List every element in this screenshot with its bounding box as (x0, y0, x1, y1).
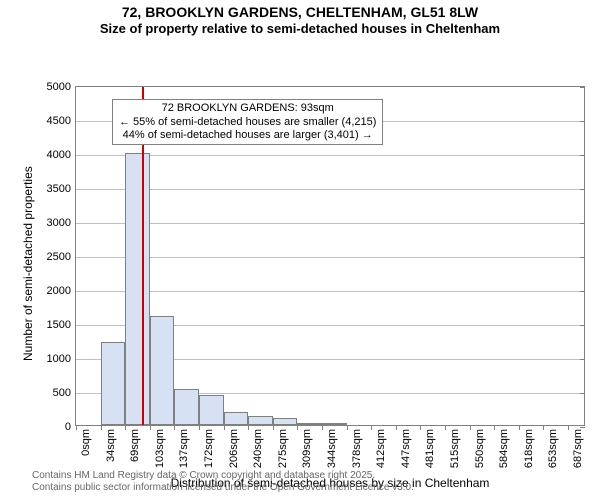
annotation-line: ← 55% of semi-detached houses are smalle… (119, 116, 376, 129)
gridline (76, 189, 584, 190)
histogram-bar (101, 342, 126, 426)
y-tick-mark (580, 87, 585, 88)
histogram-bar (150, 316, 175, 425)
y-tick-label: 1000 (47, 353, 76, 365)
y-tick-mark (580, 325, 585, 326)
y-tick-label: 2000 (47, 285, 76, 297)
x-tick-label: 378sqm (351, 425, 363, 468)
gridline (76, 155, 584, 156)
attribution-footer: Contains HM Land Registry data © Crown c… (32, 470, 414, 493)
x-tick-label: 103sqm (154, 425, 166, 468)
y-axis-label: Number of semi-detached properties (21, 167, 35, 362)
x-tick-mark (199, 425, 200, 430)
x-tick-label: 275sqm (277, 425, 289, 468)
x-tick-label: 687sqm (572, 425, 584, 468)
x-tick-mark (322, 425, 323, 430)
x-tick-mark (543, 425, 544, 430)
x-tick-mark (371, 425, 372, 430)
y-tick-mark (580, 393, 585, 394)
histogram-bar (248, 416, 273, 426)
x-tick-mark (519, 425, 520, 430)
histogram-bar (199, 395, 224, 426)
y-tick-label: 0 (65, 421, 76, 433)
y-tick-mark (580, 223, 585, 224)
x-tick-label: 0sqm (80, 425, 92, 456)
annotation-line: 44% of semi-detached houses are larger (… (119, 129, 376, 142)
x-tick-mark (568, 425, 569, 430)
x-tick-mark (347, 425, 348, 430)
x-tick-label: 34sqm (105, 425, 117, 462)
y-tick-label: 1500 (47, 319, 76, 331)
x-tick-mark (297, 425, 298, 430)
x-tick-label: 412sqm (375, 425, 387, 468)
x-tick-label: 309sqm (301, 425, 313, 468)
y-tick-mark (580, 291, 585, 292)
gridline (76, 223, 584, 224)
plot-area: 0500100015002000250030003500400045005000… (75, 86, 585, 426)
x-tick-mark (420, 425, 421, 430)
x-tick-label: 481sqm (424, 425, 436, 468)
histogram-bar (125, 153, 150, 425)
x-tick-mark (76, 425, 77, 430)
x-tick-mark (494, 425, 495, 430)
x-tick-mark (174, 425, 175, 430)
y-tick-label: 3000 (47, 217, 76, 229)
x-tick-label: 344sqm (326, 425, 338, 468)
annotation-line: 72 BROOKLYN GARDENS: 93sqm (119, 102, 376, 115)
histogram-bar (174, 389, 199, 426)
x-tick-label: 69sqm (129, 425, 141, 462)
y-tick-label: 2500 (47, 251, 76, 263)
y-tick-label: 4500 (47, 115, 76, 127)
x-tick-mark (445, 425, 446, 430)
x-tick-label: 206sqm (228, 425, 240, 468)
x-tick-mark (125, 425, 126, 430)
footer-line-2: Contains public sector information licen… (32, 482, 414, 494)
x-tick-mark (101, 425, 102, 430)
x-tick-mark (150, 425, 151, 430)
x-tick-label: 240sqm (252, 425, 264, 468)
y-tick-mark (580, 121, 585, 122)
annotation-box: 72 BROOKLYN GARDENS: 93sqm← 55% of semi-… (112, 99, 383, 145)
x-tick-mark (248, 425, 249, 430)
chart-subtitle: Size of property relative to semi-detach… (0, 21, 600, 37)
x-tick-label: 653sqm (547, 425, 559, 468)
x-tick-label: 447sqm (400, 425, 412, 468)
y-tick-label: 500 (53, 387, 76, 399)
gridline (76, 257, 584, 258)
x-tick-label: 550sqm (474, 425, 486, 468)
footer-line-1: Contains HM Land Registry data © Crown c… (32, 470, 414, 482)
y-tick-mark (580, 155, 585, 156)
x-tick-label: 584sqm (498, 425, 510, 468)
y-tick-label: 3500 (47, 183, 76, 195)
y-tick-label: 5000 (47, 81, 76, 93)
y-tick-mark (580, 257, 585, 258)
y-tick-mark (580, 189, 585, 190)
x-tick-label: 172sqm (203, 425, 215, 468)
gridline (76, 291, 584, 292)
x-tick-mark (273, 425, 274, 430)
x-tick-mark (470, 425, 471, 430)
histogram-bar (224, 412, 249, 426)
x-tick-mark (224, 425, 225, 430)
x-tick-label: 618sqm (523, 425, 535, 468)
y-tick-label: 4000 (47, 149, 76, 161)
y-tick-mark (580, 359, 585, 360)
x-tick-mark (396, 425, 397, 430)
x-tick-label: 515sqm (449, 425, 461, 468)
chart-title: 72, BROOKLYN GARDENS, CHELTENHAM, GL51 8… (0, 0, 600, 21)
x-tick-label: 137sqm (178, 425, 190, 468)
